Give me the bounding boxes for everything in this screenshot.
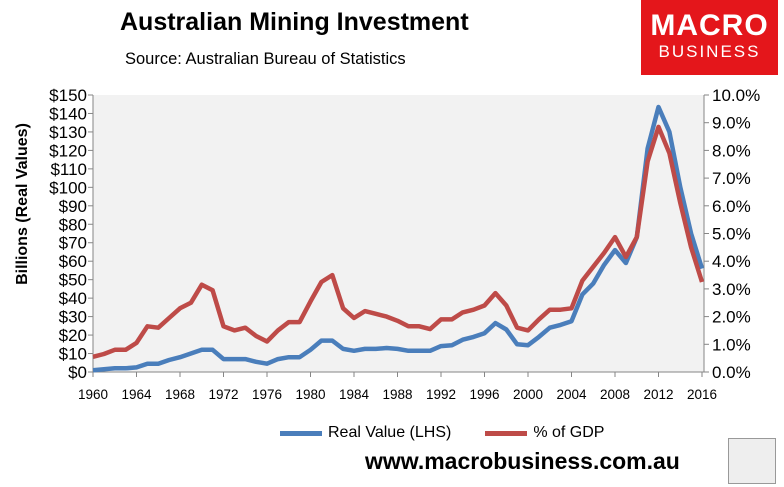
y-tick-label: $60 bbox=[59, 252, 87, 271]
macrobusiness-logo: MACRO BUSINESS bbox=[641, 0, 778, 75]
y2-tick-label: 6.0% bbox=[712, 197, 751, 216]
y-tick-label: $150 bbox=[49, 86, 87, 105]
y-tick-label: $0 bbox=[68, 363, 87, 382]
x-tick-label: 2000 bbox=[513, 387, 543, 402]
x-tick-label: 1992 bbox=[426, 387, 456, 402]
logo-line2: BUSINESS bbox=[658, 42, 761, 61]
logo-line1: MACRO bbox=[650, 9, 769, 42]
y2-tick-label: 9.0% bbox=[712, 114, 751, 133]
x-tick-label: 1972 bbox=[208, 387, 238, 402]
y-tick-label: $50 bbox=[59, 271, 87, 290]
y-tick-label: $10 bbox=[59, 345, 87, 364]
y-tick-label: $130 bbox=[49, 123, 87, 142]
y-tick-label: $30 bbox=[59, 308, 87, 327]
legend-swatch-real bbox=[280, 430, 322, 436]
y-tick-label: $90 bbox=[59, 197, 87, 216]
legend-label: % of GDP bbox=[533, 424, 605, 441]
series-line-pct-gdp bbox=[92, 124, 705, 359]
legend-item-gdp: % of GDP bbox=[485, 424, 604, 442]
y-tick-label: $120 bbox=[49, 141, 87, 160]
legend-item-real: Real Value (LHS) bbox=[280, 424, 451, 442]
y2-tick-label: 0.0% bbox=[712, 363, 751, 382]
y-tick-label: $40 bbox=[59, 289, 87, 308]
chart-area: $0$10$20$30$40$50$60$70$80$90$100$110$12… bbox=[49, 86, 760, 402]
y-tick-label: $80 bbox=[59, 215, 87, 234]
y-tick-label: $100 bbox=[49, 178, 87, 197]
legend-label: Real Value (LHS) bbox=[328, 424, 452, 441]
chart-source: Source: Australian Bureau of Statistics bbox=[125, 50, 406, 68]
y2-tick-label: 10.0% bbox=[712, 86, 760, 105]
y2-tick-label: 3.0% bbox=[712, 280, 751, 299]
y2-tick-label: 2.0% bbox=[712, 308, 751, 327]
y2-tick-label: 7.0% bbox=[712, 169, 751, 188]
x-tick-label: 1964 bbox=[121, 387, 152, 402]
website-url: www.macrobusiness.com.au bbox=[365, 448, 680, 474]
y2-tick-label: 1.0% bbox=[712, 335, 751, 354]
y2-tick-label: 8.0% bbox=[712, 141, 751, 160]
x-tick-label: 2008 bbox=[600, 387, 630, 402]
x-tick-label: 2012 bbox=[643, 387, 673, 402]
y2-tick-label: 4.0% bbox=[712, 252, 751, 271]
x-tick-label: 1968 bbox=[165, 387, 195, 402]
y-tick-label: $110 bbox=[50, 160, 87, 179]
legend-swatch-gdp bbox=[485, 430, 528, 436]
chart-title: Australian Mining Investment bbox=[120, 8, 469, 36]
x-tick-label: 1976 bbox=[252, 387, 282, 402]
x-tick-label: 1960 bbox=[78, 387, 108, 402]
x-tick-label: 1984 bbox=[339, 387, 370, 402]
y-tick-label: $140 bbox=[49, 104, 87, 123]
x-tick-label: 2004 bbox=[556, 387, 587, 402]
series-line-real-value bbox=[92, 104, 705, 373]
x-tick-label: 1988 bbox=[382, 387, 412, 402]
plot-background bbox=[93, 95, 704, 372]
wolf-logo-image bbox=[728, 438, 776, 484]
y-tick-label: $20 bbox=[59, 326, 87, 345]
legend: Real Value (LHS) % of GDP bbox=[280, 424, 604, 442]
y2-tick-label: 5.0% bbox=[712, 225, 751, 244]
y-tick-label: $70 bbox=[59, 234, 87, 253]
x-tick-label: 2016 bbox=[687, 387, 717, 402]
x-tick-label: 1980 bbox=[295, 387, 325, 402]
x-tick-label: 1996 bbox=[469, 387, 499, 402]
